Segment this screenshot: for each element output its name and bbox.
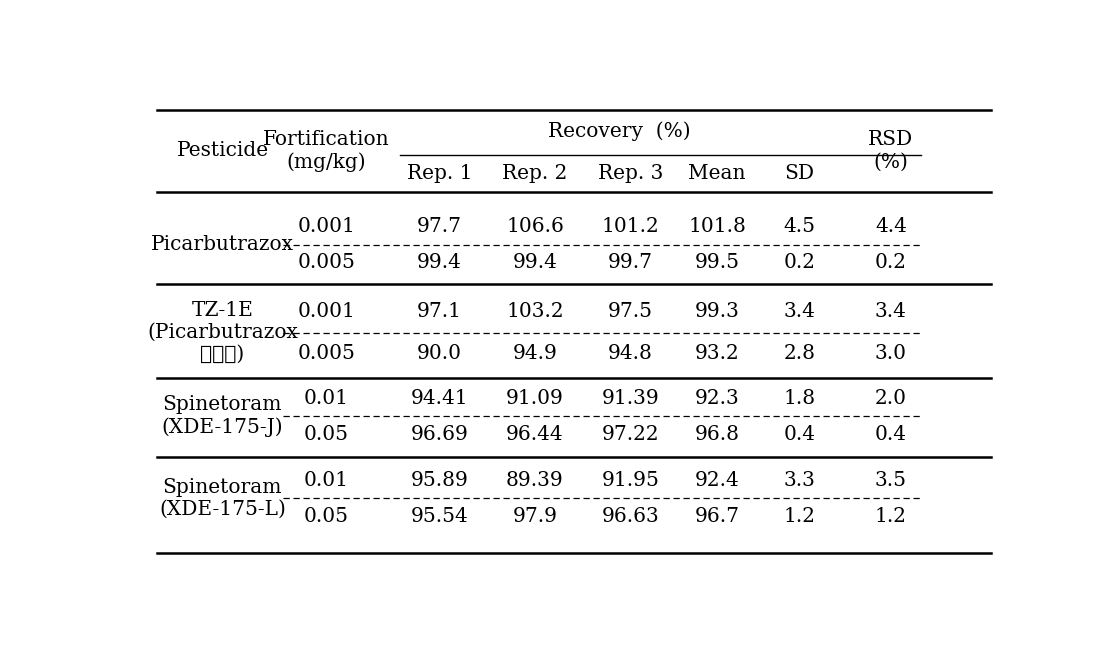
Text: 3.4: 3.4 <box>875 302 907 321</box>
Text: 0.01: 0.01 <box>305 389 349 408</box>
Text: 97.9: 97.9 <box>513 506 558 526</box>
Text: 3.4: 3.4 <box>784 302 815 321</box>
Text: 99.5: 99.5 <box>694 253 739 272</box>
Text: RSD
(%): RSD (%) <box>868 130 914 171</box>
Text: 3.3: 3.3 <box>784 471 815 490</box>
Text: 0.4: 0.4 <box>784 424 815 444</box>
Text: Spinetoram
(XDE-175-L): Spinetoram (XDE-175-L) <box>159 478 286 519</box>
Text: 97.22: 97.22 <box>601 424 660 444</box>
Text: 96.63: 96.63 <box>601 506 660 526</box>
Text: 95.89: 95.89 <box>411 471 468 490</box>
Text: Rep. 1: Rep. 1 <box>407 163 473 183</box>
Text: 3.0: 3.0 <box>875 344 907 363</box>
Text: Rep. 3: Rep. 3 <box>598 163 663 183</box>
Text: 99.4: 99.4 <box>513 253 558 272</box>
Text: 96.69: 96.69 <box>411 424 468 444</box>
Text: Picarbutrazox: Picarbutrazox <box>151 235 293 254</box>
Text: 92.4: 92.4 <box>694 471 739 490</box>
Text: Pesticide: Pesticide <box>176 141 269 160</box>
Text: Mean: Mean <box>689 163 746 183</box>
Text: 92.3: 92.3 <box>694 389 739 408</box>
Text: 96.44: 96.44 <box>506 424 563 444</box>
Text: 91.95: 91.95 <box>601 471 660 490</box>
Text: 0.2: 0.2 <box>784 253 815 272</box>
Text: 94.9: 94.9 <box>513 344 558 363</box>
Text: 0.001: 0.001 <box>298 217 355 236</box>
Text: 1.2: 1.2 <box>875 506 907 526</box>
Text: 91.09: 91.09 <box>506 389 563 408</box>
Text: 3.5: 3.5 <box>875 471 907 490</box>
Text: 97.5: 97.5 <box>608 302 653 321</box>
Text: 91.39: 91.39 <box>601 389 660 408</box>
Text: 0.2: 0.2 <box>875 253 907 272</box>
Text: 4.5: 4.5 <box>784 217 815 236</box>
Text: 89.39: 89.39 <box>506 471 563 490</box>
Text: 0.001: 0.001 <box>298 302 355 321</box>
Text: 99.4: 99.4 <box>417 253 461 272</box>
Text: 101.2: 101.2 <box>601 217 660 236</box>
Text: 0.05: 0.05 <box>305 424 349 444</box>
Text: Fortification
(mg/kg): Fortification (mg/kg) <box>263 130 390 172</box>
Text: Recovery  (%): Recovery (%) <box>549 121 691 141</box>
Text: 97.7: 97.7 <box>417 217 461 236</box>
Text: TZ-1E
(Picarbutrazox
대사체): TZ-1E (Picarbutrazox 대사체) <box>147 301 298 364</box>
Text: Rep. 2: Rep. 2 <box>502 163 568 183</box>
Text: 96.7: 96.7 <box>694 506 739 526</box>
Text: 99.3: 99.3 <box>694 302 739 321</box>
Text: 0.005: 0.005 <box>298 344 355 363</box>
Text: 1.8: 1.8 <box>784 389 815 408</box>
Text: 95.54: 95.54 <box>411 506 468 526</box>
Text: 2.8: 2.8 <box>784 344 815 363</box>
Text: 0.4: 0.4 <box>875 424 907 444</box>
Text: 0.005: 0.005 <box>298 253 355 272</box>
Text: 101.8: 101.8 <box>689 217 746 236</box>
Text: SD: SD <box>785 163 814 183</box>
Text: 90.0: 90.0 <box>417 344 461 363</box>
Text: 99.7: 99.7 <box>608 253 653 272</box>
Text: 1.2: 1.2 <box>784 506 815 526</box>
Text: 106.6: 106.6 <box>506 217 563 236</box>
Text: 2.0: 2.0 <box>875 389 907 408</box>
Text: 97.1: 97.1 <box>417 302 461 321</box>
Text: 96.8: 96.8 <box>694 424 739 444</box>
Text: 93.2: 93.2 <box>694 344 739 363</box>
Text: 94.8: 94.8 <box>608 344 653 363</box>
Text: 0.01: 0.01 <box>305 471 349 490</box>
Text: 4.4: 4.4 <box>875 217 907 236</box>
Text: 0.05: 0.05 <box>305 506 349 526</box>
Text: 94.41: 94.41 <box>411 389 468 408</box>
Text: 103.2: 103.2 <box>506 302 563 321</box>
Text: Spinetoram
(XDE-175-J): Spinetoram (XDE-175-J) <box>161 395 283 437</box>
